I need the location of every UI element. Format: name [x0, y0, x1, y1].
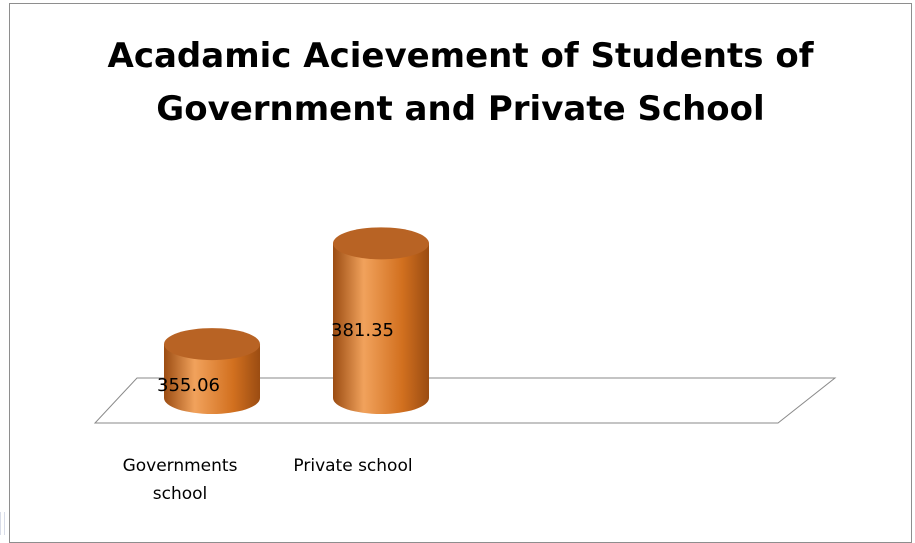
edge-mark: [0, 512, 5, 535]
data-label: 381.35: [331, 320, 394, 341]
chart-area: [9, 3, 912, 543]
bars-group: 355.06 381.35: [157, 227, 429, 414]
category-label: Private school: [293, 456, 412, 476]
bar-body: [164, 344, 260, 414]
bar-body: [333, 243, 429, 414]
bar-top: [164, 328, 260, 361]
category-label-line: Private school: [293, 456, 412, 476]
bar-2: 381.35: [331, 227, 429, 414]
data-label: 355.06: [157, 375, 220, 396]
category-labels: Governments school Private school: [123, 456, 413, 504]
bar-1: 355.06: [157, 328, 260, 414]
chart-title: Acadamic Acievement of Students of Gover…: [107, 36, 814, 129]
chart-floor: [93, 377, 837, 424]
category-label: Governments school: [123, 456, 238, 504]
category-label-line: Governments: [123, 456, 238, 476]
category-label-line: school: [153, 484, 208, 504]
bar-top: [333, 227, 429, 260]
